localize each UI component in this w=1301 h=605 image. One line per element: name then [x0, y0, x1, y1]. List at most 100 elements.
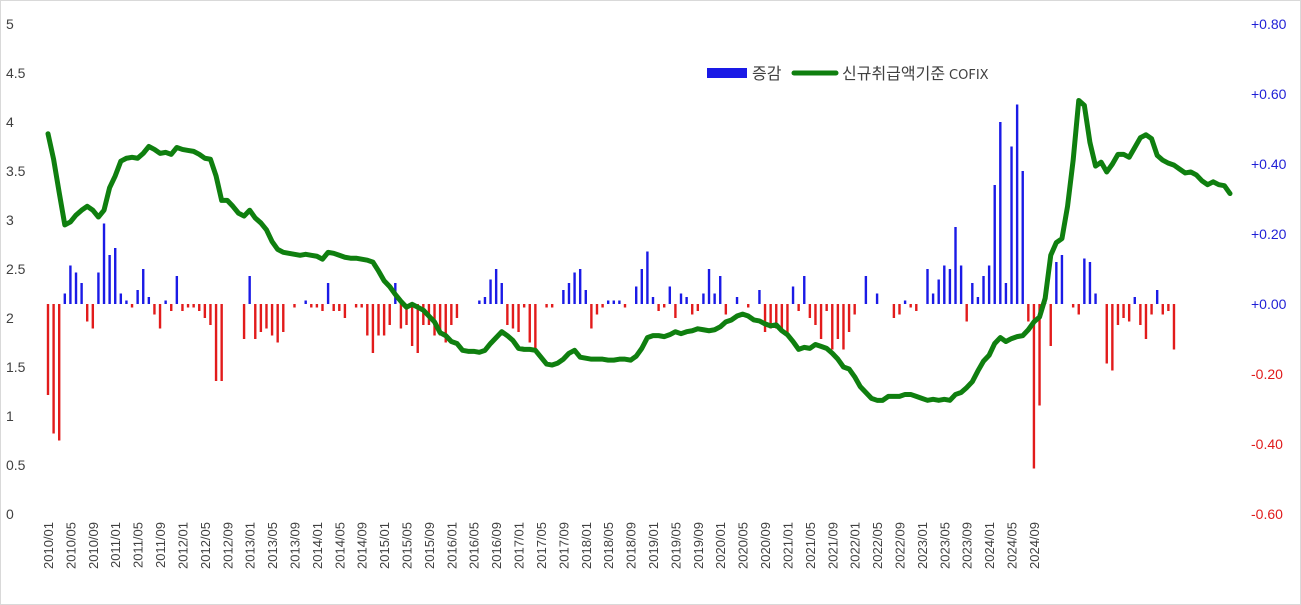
delta-bar: [1077, 304, 1080, 315]
delta-bar: [242, 304, 246, 339]
delta-bar: [758, 290, 761, 304]
delta-bar: [130, 304, 134, 308]
delta-bar: [864, 276, 868, 304]
delta-bar: [646, 251, 649, 304]
x-tick-label: 2014/05: [332, 522, 347, 569]
delta-bar: [707, 269, 711, 304]
delta-bar: [377, 304, 380, 336]
delta-bar: [674, 304, 677, 318]
delta-bar: [814, 304, 817, 325]
delta-bar: [1088, 262, 1092, 304]
x-tick-label: 2022/05: [870, 522, 885, 569]
x-tick-label: 2019/01: [646, 522, 661, 569]
delta-bar: [209, 304, 212, 325]
delta-bar: [623, 304, 627, 308]
delta-bar: [136, 290, 139, 304]
delta-bar: [399, 304, 403, 329]
delta-bar: [567, 283, 571, 304]
x-tick-label: 2017/01: [512, 522, 527, 569]
delta-bar: [321, 304, 324, 311]
delta-bar: [1015, 104, 1019, 304]
delta-bar: [640, 269, 643, 304]
delta-bar: [937, 279, 940, 304]
delta-bar: [825, 304, 828, 311]
delta-bar: [618, 300, 621, 304]
delta-bar: [1094, 293, 1097, 304]
x-tick-label: 2015/05: [400, 522, 415, 569]
delta-bar: [1021, 171, 1024, 304]
delta-bar: [993, 185, 996, 304]
x-tick-label: 2022/09: [893, 522, 908, 569]
delta-bar: [747, 304, 750, 308]
delta-bar: [125, 300, 128, 304]
y-left-tick-label: 2: [6, 310, 14, 326]
x-tick-label: 2020/01: [713, 522, 728, 569]
delta-bar: [371, 304, 375, 353]
delta-bar: [959, 265, 963, 304]
legend: 증감 신규취급액기준 COFIX: [707, 64, 989, 83]
delta-bar: [954, 227, 957, 304]
delta-bar: [114, 248, 117, 304]
delta-bar: [696, 304, 700, 311]
x-tick-label: 2021/09: [825, 522, 840, 569]
delta-bar: [382, 304, 386, 336]
delta-bar: [214, 304, 218, 381]
x-tick-label: 2012/01: [175, 522, 190, 569]
y-left-tick-label: 4.5: [6, 65, 26, 81]
delta-bar: [310, 304, 313, 308]
y-right-tick-label: +0.00: [1251, 296, 1287, 312]
delta-bar: [915, 304, 918, 311]
delta-bar: [534, 304, 537, 350]
x-tick-label: 2015/01: [377, 522, 392, 569]
delta-bar: [691, 304, 694, 315]
x-tick-label: 2023/01: [915, 522, 930, 569]
delta-bar: [1172, 304, 1176, 350]
legend-label-line: 신규취급액기준 COFIX: [842, 64, 989, 83]
x-tick-label: 2013/05: [265, 522, 280, 569]
delta-bar: [74, 272, 78, 304]
delta-bar: [91, 304, 95, 329]
delta-bar: [903, 300, 907, 304]
x-tick-label: 2013/09: [288, 522, 303, 569]
delta-bar: [1133, 297, 1136, 304]
delta-bar: [153, 304, 156, 315]
x-tick-label: 2023/05: [937, 522, 952, 569]
delta-bar: [259, 304, 263, 332]
delta-bar: [282, 304, 285, 332]
delta-bar: [847, 304, 851, 332]
x-tick-label: 2016/05: [467, 522, 482, 569]
delta-bar: [444, 304, 447, 343]
delta-bar: [735, 297, 739, 304]
x-tick-label: 2011/05: [131, 522, 146, 568]
y-right-tick-label: -0.20: [1251, 366, 1283, 382]
delta-bar: [360, 304, 363, 308]
delta-bar: [999, 122, 1002, 304]
delta-bar: [898, 304, 901, 315]
delta-bar: [775, 304, 778, 329]
legend-label-bar: 증감: [752, 64, 782, 83]
delta-bar: [971, 283, 974, 304]
delta-bar: [1060, 255, 1064, 304]
delta-bar: [410, 304, 414, 346]
delta-bar: [1027, 304, 1030, 322]
delta-bar: [1032, 304, 1036, 469]
x-tick-label: 2016/01: [444, 522, 459, 569]
delta-bar: [1010, 146, 1013, 304]
y-right-tick-label: +0.80: [1251, 16, 1287, 32]
y-right-tick-label: -0.40: [1251, 436, 1283, 452]
delta-bar: [522, 304, 526, 308]
delta-bar: [797, 304, 800, 311]
delta-bar: [69, 265, 72, 304]
delta-bar: [304, 300, 307, 304]
delta-bar: [338, 304, 341, 311]
delta-bar: [500, 283, 503, 304]
x-tick-label: 2013/01: [243, 522, 258, 569]
legend-swatch-bar: [707, 68, 747, 78]
delta-bar: [1105, 304, 1108, 364]
x-tick-label: 2012/05: [198, 522, 213, 569]
delta-bar: [612, 300, 615, 304]
delta-bar: [528, 304, 531, 343]
delta-bar: [438, 304, 442, 336]
x-tick-label: 2021/05: [803, 522, 818, 569]
